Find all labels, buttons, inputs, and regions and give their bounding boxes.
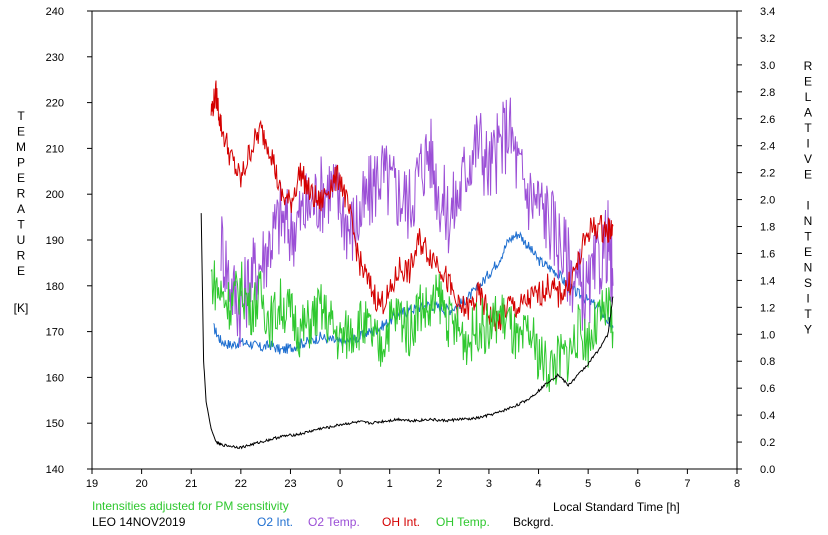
- y-left-title-letter: E: [17, 171, 25, 185]
- plot-frame: [91, 10, 738, 470]
- y-right-tick-label: 1.4: [760, 275, 775, 287]
- y-right-title-letter: T: [804, 121, 812, 135]
- y-right-tick-label: 0.8: [760, 356, 775, 368]
- y-right-title-letter: V: [804, 152, 812, 166]
- x-tick-label: 6: [635, 478, 641, 490]
- y-left-title-letter: A: [17, 202, 25, 216]
- sensitivity-note: Intensities adjusted for PM sensitivity: [92, 499, 289, 513]
- series-line: [220, 97, 614, 347]
- y-left-tick-label: 220: [46, 98, 64, 110]
- x-tick-label: 5: [585, 478, 591, 490]
- y-right-tick-label: 1.8: [760, 222, 775, 234]
- y-right-tick-label: 1.6: [760, 248, 775, 260]
- legend-entry: O2 Temp.: [308, 515, 360, 529]
- y-right-tick-label: 3.0: [760, 60, 775, 72]
- legend-entry: OH Int.: [382, 515, 421, 529]
- y-right-title-letter: L: [805, 90, 812, 104]
- y-left-tick-label: 240: [46, 6, 64, 18]
- legend-entry: Bckgrd.: [513, 515, 554, 529]
- series-lines: [200, 80, 614, 450]
- axes: 19 20 21 22 23 0 1 2 3 4 5 6 7 8140150160170180190200…: [46, 6, 776, 490]
- y-left-title-letter: R: [17, 187, 26, 201]
- x-tick-label: 4: [535, 478, 541, 490]
- y-right-tick-label: 2.8: [760, 87, 775, 99]
- y-right-title-letter: E: [804, 245, 812, 259]
- y-right-title-letter: A: [804, 106, 812, 120]
- x-tick-label: 7: [684, 478, 690, 490]
- y-right-title-letter: E: [804, 168, 812, 182]
- legend-entry: OH Temp.: [436, 515, 490, 529]
- y-right-title-letter: T: [804, 230, 812, 244]
- series-line: [210, 260, 614, 393]
- y-right-tick-label: 3.2: [760, 33, 775, 45]
- x-tick-label: 19: [86, 478, 98, 490]
- y-right-tick-label: 2.0: [760, 195, 775, 207]
- y-right-title-letter: S: [804, 276, 812, 290]
- legend-entry: O2 Int.: [257, 515, 294, 529]
- x-tick-label: 21: [185, 478, 197, 490]
- x-tick-label: 22: [235, 478, 247, 490]
- y-left-title-letter: P: [17, 156, 25, 170]
- x-tick-label: 3: [486, 478, 492, 490]
- series-line: [210, 80, 614, 332]
- x-tick-label: 1: [387, 478, 393, 490]
- y-left-tick-label: 170: [46, 327, 64, 339]
- y-right-tick-label: 0.6: [760, 383, 775, 395]
- y-left-tick-label: 200: [46, 189, 64, 201]
- y-right-title-letter: Y: [804, 323, 812, 337]
- y-left-title-letter: E: [17, 125, 25, 139]
- y-left-title-letter: T: [17, 109, 25, 123]
- y-right-tick-label: 2.2: [760, 168, 775, 180]
- y-right-tick-label: 2.6: [760, 114, 775, 126]
- y-left-title-letter: U: [17, 233, 26, 247]
- x-tick-label: 0: [337, 478, 343, 490]
- y-left-title-letter: T: [17, 218, 25, 232]
- y-right-title-letter: I: [806, 292, 809, 306]
- x-tick-label: 23: [284, 478, 296, 490]
- x-tick-label: 8: [734, 478, 740, 490]
- y-left-tick-label: 210: [46, 143, 64, 155]
- series-line: [213, 231, 614, 355]
- y-right-tick-label: 0.2: [760, 437, 775, 449]
- y-right-tick-label: 0.4: [760, 410, 775, 422]
- y-right-title-letter: I: [806, 137, 809, 151]
- y-left-title-letter: R: [17, 249, 26, 263]
- y-right-tick-label: 1.2: [760, 302, 775, 314]
- series-line: [200, 213, 614, 450]
- y-left-tick-label: 190: [46, 235, 64, 247]
- y-left-tick-label: 230: [46, 52, 64, 64]
- y-right-title-letter: N: [804, 261, 813, 275]
- x-tick-label: 20: [135, 478, 147, 490]
- y-left-title-letter: E: [17, 264, 25, 278]
- y-left-title-letter: M: [16, 140, 26, 154]
- y-right-tick-label: 2.4: [760, 141, 775, 153]
- y-right-tick-label: 1.0: [760, 329, 775, 341]
- station-label: LEO 14NOV2019: [92, 515, 186, 529]
- y-right-title-letter: I: [806, 199, 809, 213]
- y-right-title-letter: N: [804, 214, 813, 228]
- x-tick-label: 2: [436, 478, 442, 490]
- y-left-unit: [K]: [14, 301, 29, 315]
- y-right-title-letter: T: [804, 307, 812, 321]
- y-right-title-letter: R: [804, 59, 813, 73]
- y-left-tick-label: 160: [46, 372, 64, 384]
- y-left-tick-label: 180: [46, 281, 64, 293]
- y-left-tick-label: 150: [46, 418, 64, 430]
- x-axis-label: Local Standard Time [h]: [553, 500, 680, 514]
- y-left-tick-label: 140: [46, 464, 64, 476]
- y-right-tick-label: 3.4: [760, 6, 775, 18]
- y-right-tick-label: 0.0: [760, 464, 775, 476]
- y-right-title-letter: E: [804, 75, 812, 89]
